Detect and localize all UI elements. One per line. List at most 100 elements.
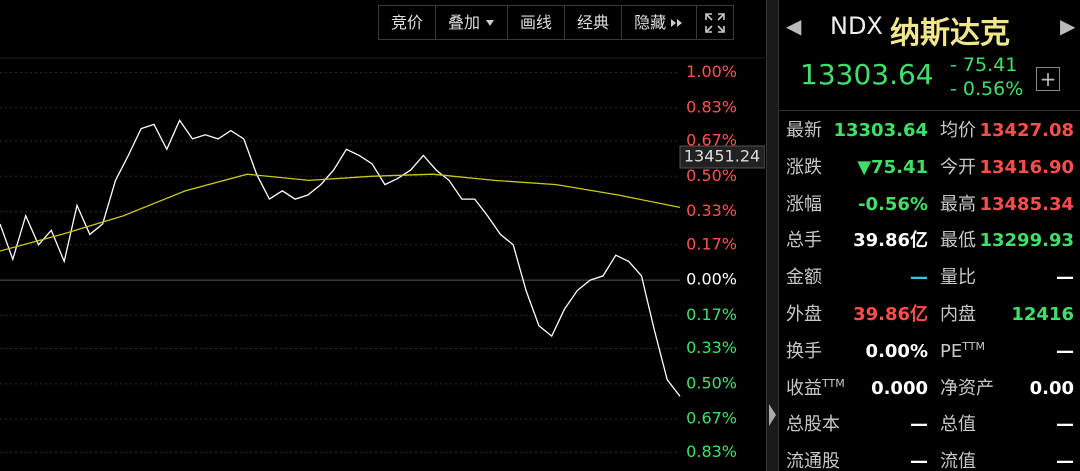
next-button[interactable]: ▶ xyxy=(1060,14,1076,38)
stat-row: 流通股 — 流值 — xyxy=(778,447,1080,471)
collapse-arrow[interactable] xyxy=(767,0,778,471)
stat-value: 0.000 xyxy=(871,377,928,399)
stat-row: 最新 13303.64 均价 13427.08 xyxy=(778,116,1080,146)
stat-label: 最低 xyxy=(940,226,976,256)
stat-label: 流值 xyxy=(940,447,976,471)
stat-row: 总股本 — 总值 — xyxy=(778,410,1080,440)
stat-label: 总值 xyxy=(940,410,976,440)
stat-label-text: 收益 xyxy=(786,377,822,399)
prev-button[interactable]: ◀ xyxy=(786,14,802,38)
stat-label-text: 今开 xyxy=(940,156,976,178)
stat-value: -0.56% xyxy=(858,193,928,215)
y-tick-label: 0.17% xyxy=(686,305,737,324)
toolbar: 竞价 叠加 画线 经典 隐藏 xyxy=(378,5,735,40)
stat-label: 总股本 xyxy=(786,410,840,440)
stat-value: 0.00 xyxy=(1029,377,1074,399)
stat-label-text: 总股本 xyxy=(786,414,840,436)
y-tick-label: 0.67% xyxy=(686,131,737,150)
stat-row: 外盘 39.86亿 内盘 12416 xyxy=(778,300,1080,330)
stat-label-sup: TTM xyxy=(962,339,985,353)
y-tick-label: 0.33% xyxy=(686,338,737,357)
stat-label-text: 量比 xyxy=(940,267,976,289)
toolbar-button[interactable]: 画线 xyxy=(508,6,566,39)
crosshair-label: 13451.24 xyxy=(684,147,760,166)
stat-label: 外盘 xyxy=(786,300,822,330)
y-tick-label: 0.83% xyxy=(686,442,737,461)
stat-label: 最高 xyxy=(940,190,976,220)
symbol-code: NDX xyxy=(830,12,883,40)
stat-value: 39.86亿 xyxy=(853,304,928,325)
y-tick-label: 0.33% xyxy=(686,201,737,220)
stat-label-text: 涨跌 xyxy=(786,156,822,178)
last-price: 13303.64 xyxy=(800,58,934,91)
y-tick-label: 1.00% xyxy=(686,62,737,81)
y-tick-label: 0.67% xyxy=(686,409,737,428)
price-line xyxy=(0,118,681,397)
stat-label: 净资产 xyxy=(940,374,994,404)
price-line xyxy=(0,173,681,252)
hide-icon xyxy=(671,18,683,27)
stat-row: 总手 39.86亿 最低 13299.93 xyxy=(778,226,1080,256)
stat-label: 均价 xyxy=(940,116,976,146)
stat-value: 13427.08 xyxy=(979,120,1074,141)
stat-label-text: 总手 xyxy=(786,230,822,252)
stat-value: ▼75.41 xyxy=(857,156,928,178)
stat-value: — xyxy=(1056,414,1074,436)
stat-value: 13416.90 xyxy=(979,156,1074,178)
stat-row: 涨跌 ▼75.41 今开 13416.90 xyxy=(778,153,1080,183)
stat-value: — xyxy=(910,451,928,471)
stat-label-text: 外盘 xyxy=(786,304,822,325)
stat-label-text: 最新 xyxy=(786,120,822,141)
stat-value: — xyxy=(1056,340,1074,362)
y-tick-label: 0.50% xyxy=(686,166,737,185)
dropdown-icon xyxy=(486,19,495,26)
crosshair-label-box xyxy=(679,145,765,169)
stat-value: 0.00% xyxy=(865,340,928,362)
scrollbar[interactable] xyxy=(766,0,779,471)
toolbar-button[interactable]: 竞价 xyxy=(379,6,437,39)
change: - 75.41 xyxy=(950,54,1018,76)
stat-value: 13303.64 xyxy=(833,120,928,141)
stat-value: 39.86亿 xyxy=(853,230,928,252)
toolbar-button[interactable]: 叠加 xyxy=(436,6,509,39)
stat-label: 量比 xyxy=(940,263,976,293)
stat-value: 12416 xyxy=(1011,304,1074,325)
symbol-name: 纳斯达克 xyxy=(890,16,1010,51)
chart: 1.00% 0.83% 0.67% 0.50% 0.33% 0.17% 0.00% 0.17%… xyxy=(0,57,765,461)
fullscreen-icon xyxy=(705,12,725,33)
stat-label-text: 流值 xyxy=(940,451,976,471)
stat-label: 金额 xyxy=(786,263,822,293)
stat-value: — xyxy=(910,414,928,436)
stat-label: 换手 xyxy=(786,337,822,367)
stat-label-text: 总值 xyxy=(940,414,976,436)
stat-label: 涨跌 xyxy=(786,153,822,183)
stat-label-text: 最低 xyxy=(940,230,976,252)
y-tick-label: 0.83% xyxy=(686,97,737,116)
stat-label-text: 净资产 xyxy=(940,377,994,399)
stat-label-text: 金额 xyxy=(786,267,822,289)
stat-label: 内盘 xyxy=(940,300,976,330)
stat-row: 换手 0.00% PETTM — xyxy=(778,337,1080,367)
fullscreen-button[interactable] xyxy=(697,6,733,39)
toolbar-button[interactable]: 经典 xyxy=(565,6,623,39)
separator xyxy=(778,110,1080,111)
stat-value: — xyxy=(910,267,928,289)
stat-label: 涨幅 xyxy=(786,190,822,220)
quote-panel: ◀ NDX 纳斯达克 ▶ 13303.64 - 75.41 - 0.56% + … xyxy=(778,0,1080,471)
add-button[interactable]: + xyxy=(1036,67,1060,91)
stat-label: 今开 xyxy=(940,153,976,183)
stat-value: 13299.93 xyxy=(979,230,1074,252)
y-tick-label: 0.50% xyxy=(686,373,737,392)
stat-label-text: 最高 xyxy=(940,193,976,215)
toolbar-button[interactable]: 隐藏 xyxy=(622,6,698,39)
stat-label: 最新 xyxy=(786,116,822,146)
stat-label-sup: TTM xyxy=(822,376,845,390)
y-tick-label: 0.00% xyxy=(686,270,737,289)
stat-row: 涨幅 -0.56% 最高 13485.34 xyxy=(778,190,1080,220)
stat-label-text: 流通股 xyxy=(786,451,840,471)
change-pct: - 0.56% xyxy=(950,78,1024,100)
stat-value: — xyxy=(1056,267,1074,289)
stat-label-text: 均价 xyxy=(940,120,976,141)
stat-value: 13485.34 xyxy=(979,193,1074,215)
